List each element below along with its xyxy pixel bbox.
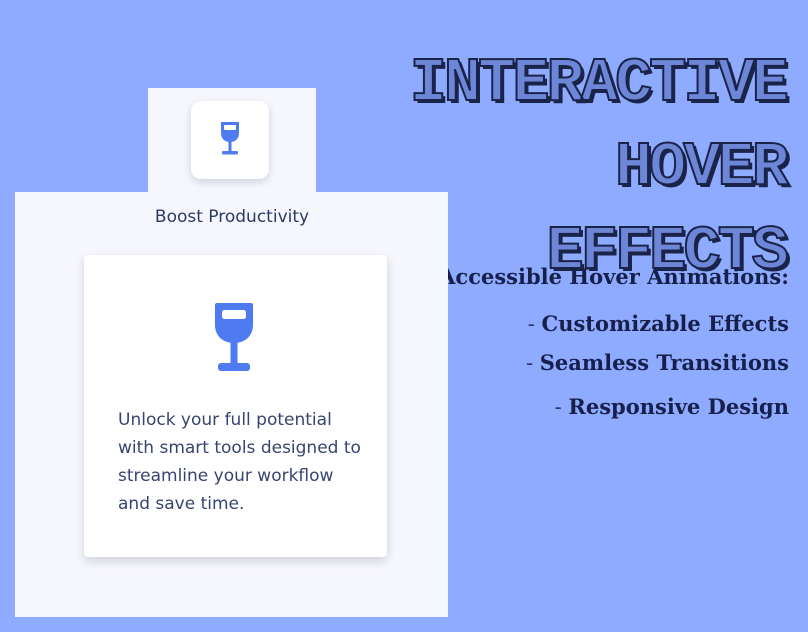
feature-dash: - bbox=[554, 395, 569, 419]
feature-dash: - bbox=[525, 351, 540, 375]
wine-glass-icon bbox=[215, 303, 253, 371]
feature-tab-button[interactable] bbox=[191, 101, 269, 179]
feature-card[interactable]: Unlock your full potential with smart to… bbox=[84, 255, 387, 557]
hero-title: INTERACTIVE HOVER EFFECTS bbox=[316, 42, 790, 294]
feature-label: Accessible Hover Animations: bbox=[439, 264, 789, 289]
feature-item-seamless-transitions: - Seamless Transitions bbox=[526, 350, 789, 375]
feature-dash: - bbox=[527, 312, 542, 336]
feature-item-accessible-hover-animations: - Accessible Hover Animations: bbox=[425, 264, 789, 289]
feature-label: Seamless Transitions bbox=[539, 350, 789, 375]
wine-glass-icon bbox=[221, 122, 239, 155]
hero-title-line-1: INTERACTIVE HOVER bbox=[409, 47, 790, 204]
feature-label: Responsive Design bbox=[568, 394, 789, 419]
card-description: Unlock your full potential with smart to… bbox=[118, 410, 361, 514]
hero-title-line-2: EFFECTS bbox=[546, 215, 790, 288]
feature-item-responsive-design: - Responsive Design bbox=[555, 394, 789, 419]
panel-label: Boost Productivity bbox=[154, 207, 310, 227]
feature-item-customizable-effects: - Customizable Effects bbox=[528, 311, 789, 336]
feature-label: Customizable Effects bbox=[541, 311, 790, 336]
